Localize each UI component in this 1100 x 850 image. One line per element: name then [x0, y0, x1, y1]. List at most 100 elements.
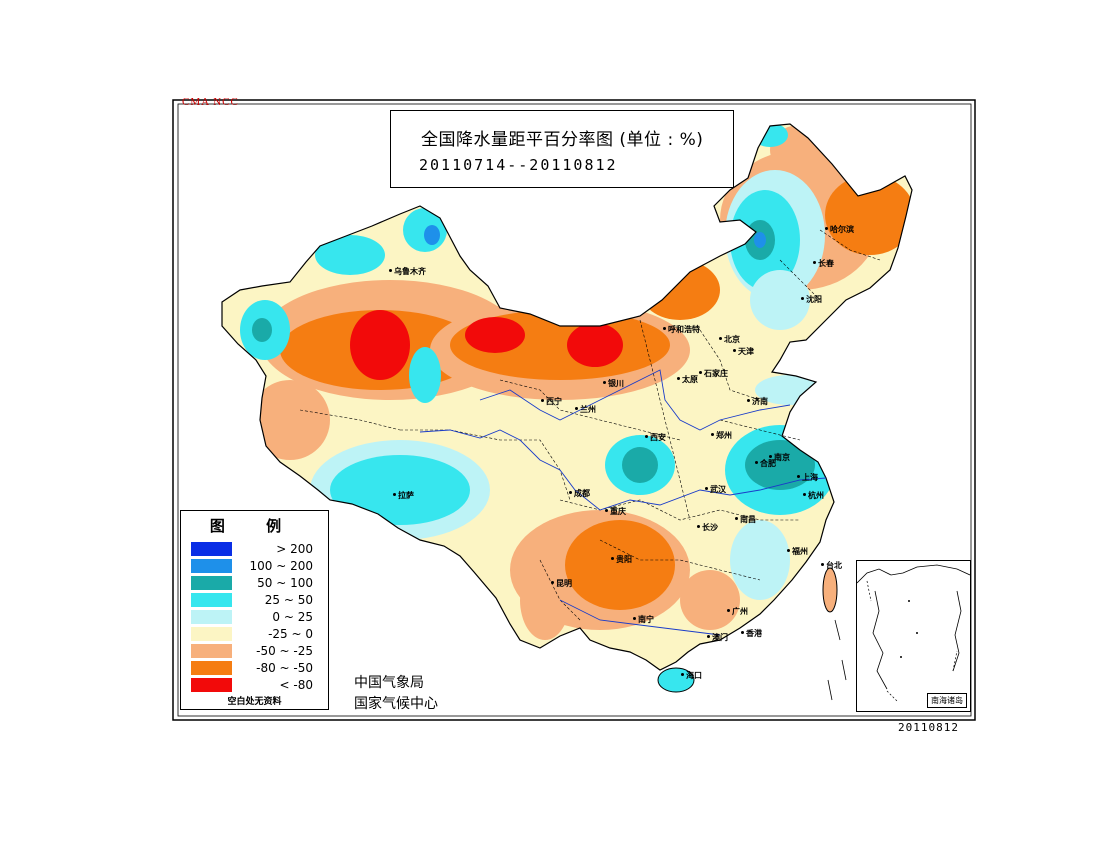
map-frame-outer	[172, 99, 976, 721]
xinjiang-extreme-dry	[350, 310, 410, 380]
legend-label: -25 ~ 0	[268, 627, 313, 641]
shaanxi-wet-core	[622, 447, 658, 483]
city-macau: 澳门	[707, 633, 728, 642]
inset-coastline	[857, 564, 970, 584]
org-line-2: 国家气候中心	[354, 696, 438, 712]
city-haikou: 海口	[681, 671, 702, 680]
legend-label: 0 ~ 25	[272, 610, 313, 624]
legend-swatch	[191, 576, 232, 590]
taiwan-island	[822, 567, 838, 613]
legend-item: 25 ~ 50	[191, 593, 321, 608]
legend-swatch	[191, 644, 232, 658]
city-guiyang: 贵阳	[611, 555, 632, 564]
west-tibet-dry	[250, 380, 330, 460]
legend-item: 100 ~ 200	[191, 559, 321, 574]
inset-label: 南海诸岛	[927, 693, 967, 708]
city-hangzhou: 杭州	[803, 491, 824, 500]
map-frame-inner	[177, 103, 972, 717]
inset-coast-west	[872, 590, 888, 690]
legend-item: -80 ~ -50	[191, 661, 321, 676]
city-urumqi: 乌鲁木齐	[389, 267, 426, 276]
legend: 图 例 > 200 100 ~ 200 50 ~ 100 25 ~ 50 0 ~ 25 -…	[180, 510, 329, 710]
legend-swatch	[191, 610, 232, 624]
city-xian: 西安	[645, 433, 666, 442]
guizhou-dry	[565, 520, 675, 610]
map-title: 全国降水量距平百分率图 (单位 : %)	[421, 130, 704, 150]
city-nanjing: 南京	[769, 453, 790, 462]
city-zhengzhou: 郑州	[711, 431, 732, 440]
rivers	[419, 369, 827, 636]
legend-label: > 200	[276, 542, 313, 556]
inset-sea-boundary	[866, 580, 958, 702]
yangtze-river	[419, 429, 827, 511]
legend-title: 图 例	[209, 517, 300, 535]
china-outline	[221, 123, 913, 671]
city-lanzhou: 兰州	[575, 405, 596, 414]
legend-label: 25 ~ 50	[264, 593, 313, 607]
city-lhasa: 拉萨	[393, 491, 414, 500]
legend-swatch	[191, 559, 232, 573]
inset-map	[857, 564, 970, 702]
inner-mongolia-wet-peak	[754, 232, 766, 248]
guangxi-dry	[680, 570, 740, 630]
legend-item: -25 ~ 0	[191, 627, 321, 642]
inset-island-dot	[916, 632, 918, 634]
city-chengdu: 成都	[569, 489, 590, 498]
altai-wet	[403, 208, 447, 252]
city-taipei: 台北	[821, 561, 842, 570]
city-hohhot: 呼和浩特	[663, 325, 700, 334]
city-yinchuan: 银川	[603, 379, 624, 388]
jiangxi-wet	[730, 520, 790, 600]
title-box: 全国降水量距平百分率图 (单位 : %) 20110714--20110812	[390, 110, 734, 188]
date-range: 20110714--20110812	[419, 156, 618, 174]
city-changsha: 长沙	[697, 523, 718, 532]
inset-island-dot	[908, 600, 910, 602]
city-taiyuan: 太原	[677, 375, 698, 384]
north-china-wet	[750, 270, 810, 330]
north-xinjiang-wet	[315, 235, 385, 275]
northeast-dry-core	[825, 175, 912, 255]
city-changchun: 长春	[813, 259, 834, 268]
city-beijing: 北京	[719, 335, 740, 344]
city-kunming: 昆明	[551, 579, 572, 588]
south-china-sea-inset: 南海诸岛	[856, 560, 971, 712]
gansu-extreme-dry	[465, 317, 525, 353]
city-chongqing: 重庆	[605, 507, 626, 516]
qaidam-wet	[409, 347, 441, 403]
legend-swatch	[191, 678, 232, 692]
city-shenyang: 沈阳	[801, 295, 822, 304]
yellow-river	[479, 369, 791, 431]
watermark: CMA NCC	[182, 96, 239, 108]
city-wuhan: 武汉	[705, 485, 726, 494]
legend-label: 50 ~ 100	[257, 576, 313, 590]
legend-swatch	[191, 593, 232, 607]
city-fuzhou: 福州	[787, 547, 808, 556]
yunnan-dry	[520, 560, 570, 640]
legend-note: 空白处无资料	[227, 697, 282, 707]
city-harbin: 哈尔滨	[825, 225, 854, 234]
altai-wet-core	[424, 225, 440, 245]
legend-swatch	[191, 627, 232, 641]
tibet-wet	[330, 455, 470, 525]
legend-label: 100 ~ 200	[249, 559, 314, 573]
legend-item: > 200	[191, 542, 321, 557]
city-jinan: 济南	[747, 397, 768, 406]
city-shanghai: 上海	[797, 473, 818, 482]
legend-item: < -80	[191, 678, 321, 693]
org-line-1: 中国气象局	[354, 675, 424, 691]
legend-label: -50 ~ -25	[256, 644, 313, 658]
inset-coast-east	[952, 590, 962, 672]
city-xining: 西宁	[541, 397, 562, 406]
legend-label: -80 ~ -50	[256, 661, 313, 675]
inset-island-dot	[900, 656, 902, 658]
city-hongkong: 香港	[741, 629, 762, 638]
legend-item: 0 ~ 25	[191, 610, 321, 625]
sea-boundary-marks	[827, 619, 847, 701]
date-stamp: 20110812	[898, 721, 959, 734]
west-xinjiang-wet-core	[252, 318, 272, 342]
legend-swatch	[191, 542, 232, 556]
city-nanchang: 南昌	[735, 515, 756, 524]
city-shijiazhuang: 石家庄	[699, 369, 728, 378]
legend-item: 50 ~ 100	[191, 576, 321, 591]
